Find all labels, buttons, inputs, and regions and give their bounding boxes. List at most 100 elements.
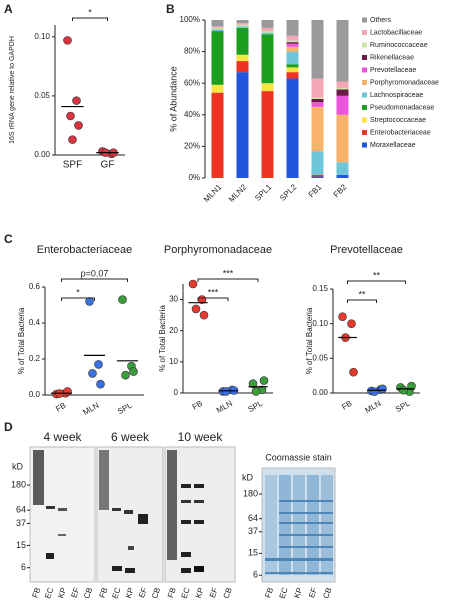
kd-label: kD [12, 461, 24, 471]
bar-segment [311, 151, 324, 175]
x-tick-label: FB [191, 399, 204, 412]
legend-label: Moraxellaceae [370, 142, 416, 149]
y-tick-label: 0.0 [29, 390, 41, 399]
x-tick-label: MLN1 [202, 182, 224, 204]
bar-segment [311, 78, 324, 98]
x-tick-label: MLN [81, 401, 100, 417]
legend-swatch [362, 17, 367, 23]
bar-segment [211, 31, 224, 85]
legend-label: Streptococcaceae [370, 117, 426, 124]
significance-bracket [347, 299, 377, 303]
legend-label: Enterobacteriaceae [370, 129, 431, 136]
bar-segment [336, 114, 349, 163]
data-point [349, 367, 358, 377]
bar-segment [311, 20, 324, 79]
bar-segment [311, 174, 324, 177]
y-axis-label: % of Abundance [168, 66, 178, 132]
data-point [407, 381, 416, 391]
bar-segment [261, 83, 274, 92]
data-point [85, 297, 94, 306]
lane-label: KP [124, 586, 136, 599]
bar-segment [261, 34, 274, 84]
bar-segment [211, 92, 224, 178]
legend-swatch [362, 80, 367, 85]
significance-bracket [197, 297, 229, 301]
legend-label: Ruminococcaceae [370, 42, 428, 49]
marker-label: 6 [21, 562, 26, 572]
lane-label: CB [222, 586, 234, 600]
bar-segment [336, 20, 349, 82]
bar-segment [286, 42, 299, 44]
data-point [399, 385, 408, 395]
x-tick-label: MLN2 [227, 182, 249, 204]
legend-swatch [362, 142, 367, 148]
y-tick-label: 0.15 [312, 284, 328, 293]
x-tick-label: SPL [116, 400, 134, 416]
bar-segment [336, 174, 349, 178]
bar-segment [236, 26, 249, 28]
bar-segment [236, 61, 249, 73]
lane-label: FB [263, 586, 275, 599]
bar-segment [286, 20, 299, 36]
bar-segment [261, 20, 274, 28]
bar-segment [311, 102, 324, 107]
panel-label: D [4, 420, 13, 434]
lane-label: EF [307, 586, 319, 599]
bar-segment [236, 54, 249, 62]
bar-segment [311, 176, 324, 178]
bar-segment [286, 72, 299, 79]
significance-bracket [197, 278, 259, 282]
y-tick-label: 0.05 [312, 353, 328, 362]
bar-segment [286, 67, 299, 73]
bar-segment [211, 29, 224, 32]
y-tick-label: 0 [174, 388, 179, 397]
data-point [347, 319, 356, 328]
significance-bracket [72, 17, 108, 21]
lane-label: EC [43, 586, 55, 600]
data-point [378, 384, 387, 394]
y-tick-label: 40% [184, 110, 200, 119]
data-point [370, 387, 379, 396]
y-tick-label: 0.10 [34, 32, 50, 41]
kd-label: kD [242, 472, 254, 482]
legend-label: Rikenellaceae [370, 54, 414, 61]
significance-label: * [88, 7, 92, 17]
y-tick-label: 0.2 [29, 354, 41, 363]
legend-label: Lactobacillaceae [370, 29, 422, 36]
significance-label: ** [358, 289, 366, 299]
bar-segment [336, 87, 349, 90]
lane-label: KP [56, 586, 68, 599]
bar-segment [286, 64, 299, 68]
bar-segment [311, 97, 324, 99]
lane-label: EF [69, 586, 81, 599]
x-tick-label: FB [54, 401, 67, 414]
y-tick-label: 0.4 [29, 318, 41, 327]
data-point [188, 279, 198, 289]
blot-10-week [164, 446, 236, 583]
x-tick-label: SPL [394, 398, 412, 414]
blot-title: 6 week [111, 430, 150, 444]
coomassie-gel [261, 467, 336, 583]
bar-segment [261, 91, 274, 178]
data-point [121, 370, 130, 380]
bar-segment [236, 27, 249, 55]
data-point [63, 387, 72, 396]
y-axis-label: % of Total Bacteria [17, 307, 26, 374]
data-point [94, 360, 103, 369]
data-point [251, 387, 261, 396]
bar-segment [236, 72, 249, 178]
blot-title: 10 week [178, 430, 224, 444]
panel-label: A [4, 2, 13, 16]
blot-4-week [29, 446, 96, 583]
significance-bracket [61, 278, 128, 282]
lane-label: KP [194, 586, 206, 599]
lane-label: CB [321, 586, 333, 600]
bar-segment [261, 31, 274, 33]
x-tick-label: SPF [63, 160, 82, 171]
x-tick-label: GF [101, 160, 115, 171]
data-point [74, 121, 83, 130]
lane-label: CB [82, 586, 94, 600]
chart-title: Prevotellaceae [330, 244, 403, 256]
y-tick-label: 80% [184, 47, 200, 56]
